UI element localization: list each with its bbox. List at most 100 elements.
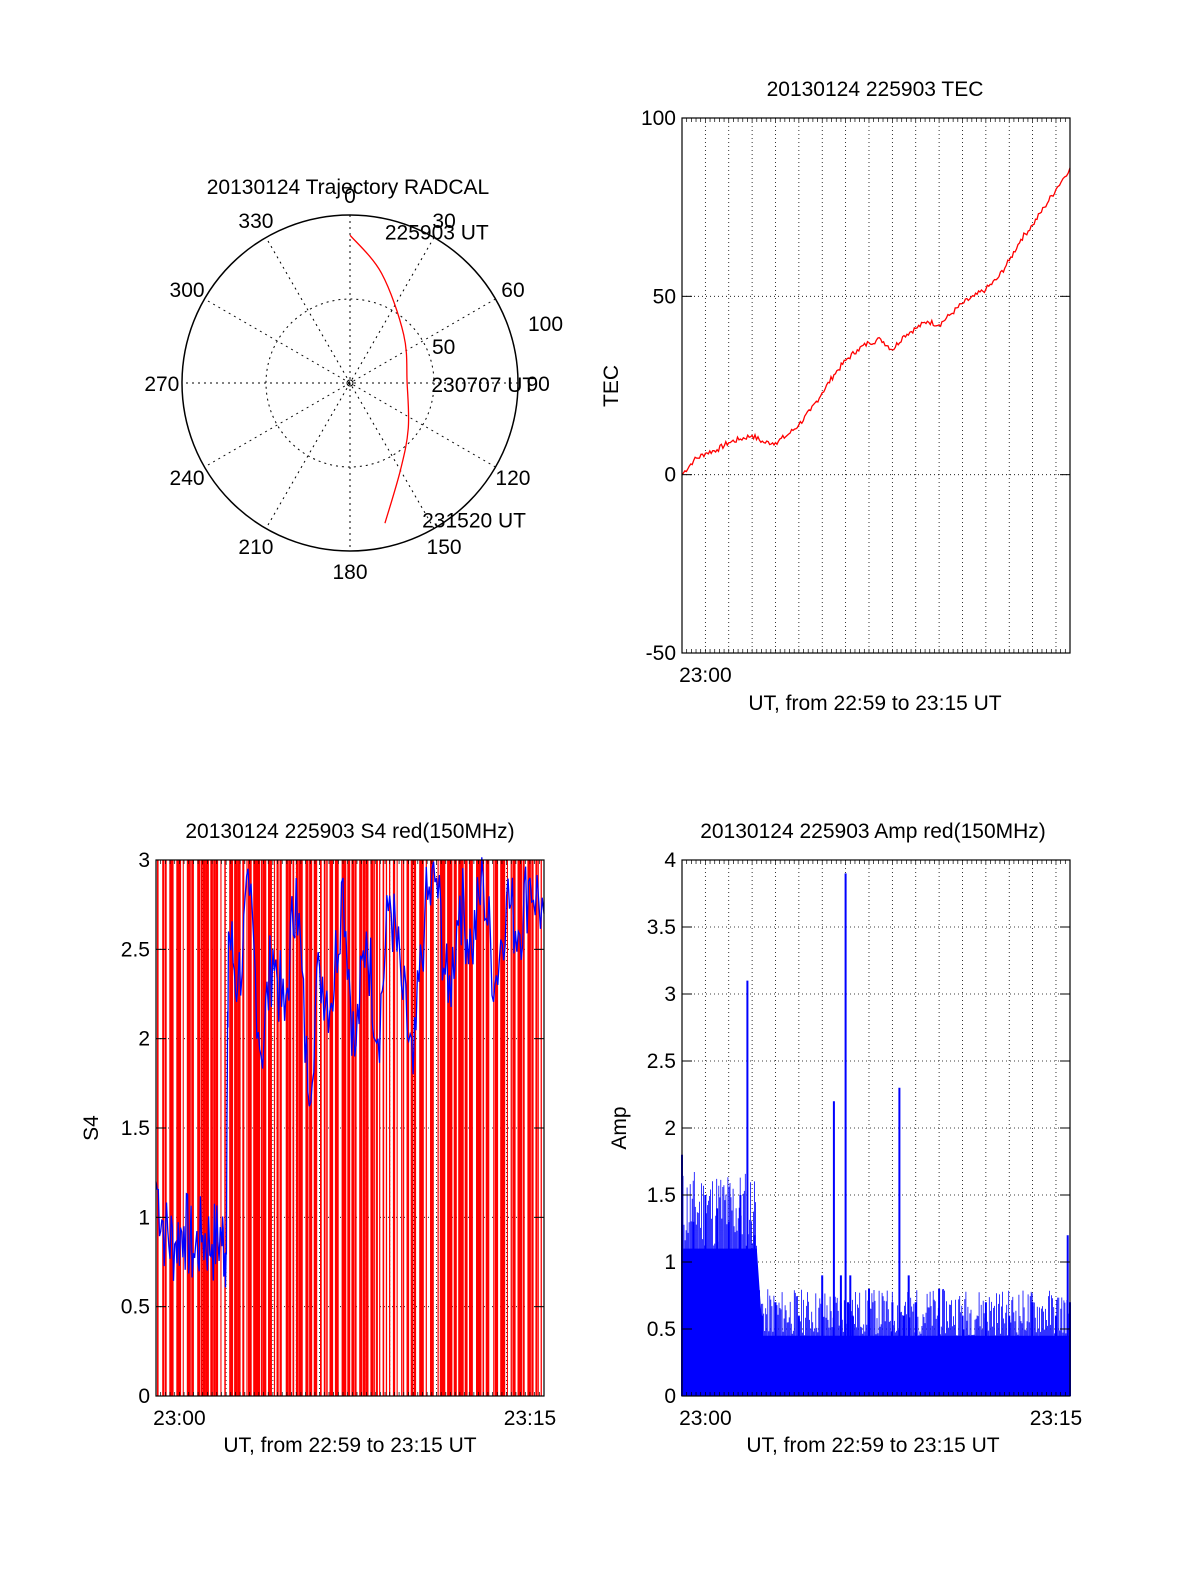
s4-red-spike bbox=[523, 860, 525, 1396]
s4-ytick-label: 0.5 bbox=[121, 1296, 150, 1319]
s4-red-spike bbox=[419, 860, 423, 1396]
trajectory-line bbox=[349, 234, 410, 524]
s4-red-spike bbox=[309, 860, 313, 1396]
amp-ytick-label: 0 bbox=[664, 1385, 676, 1408]
s4-red-spike bbox=[470, 860, 473, 1396]
s4-ytick-label: 1 bbox=[138, 1206, 150, 1229]
polar-angle-label: 180 bbox=[332, 561, 367, 584]
s4-red-spike bbox=[273, 860, 276, 1396]
s4-red-spike bbox=[402, 860, 405, 1396]
amp-xtick-label: 23:15 bbox=[1030, 1407, 1083, 1430]
s4-red-spike bbox=[382, 860, 385, 1396]
s4-red-spike bbox=[200, 860, 203, 1396]
s4-red-spike bbox=[197, 860, 201, 1396]
s4-red-spike bbox=[449, 860, 453, 1396]
s4-red-spike bbox=[453, 860, 457, 1396]
tec-ytick-label: 50 bbox=[653, 285, 676, 308]
s4-red-spike bbox=[401, 860, 403, 1396]
s4-red-spike bbox=[531, 860, 534, 1396]
s4-red-spike bbox=[224, 860, 226, 1396]
s4-xlabel: UT, from 22:59 to 23:15 UT bbox=[223, 1434, 476, 1457]
amp-ytick-label: 4 bbox=[664, 849, 676, 872]
s4-red-spike bbox=[216, 860, 219, 1396]
s4-red-spike bbox=[220, 860, 222, 1396]
polar-angle-label: 150 bbox=[427, 536, 462, 559]
trajectory-title: 20130124 Trajectory RADCAL bbox=[207, 176, 490, 199]
tec-title: 20130124 225903 TEC bbox=[767, 78, 984, 101]
s4-red-spike bbox=[300, 860, 303, 1396]
s4-red-spike bbox=[437, 860, 439, 1396]
s4-red-spike bbox=[186, 860, 190, 1396]
tec-ylabel: TEC bbox=[600, 365, 623, 407]
s4-red-spike bbox=[351, 860, 355, 1396]
s4-red-spike bbox=[370, 860, 374, 1396]
amp-ticks: 0 0.5 1 1.5 2 2.5 3 3.5 4 23:00 23:15 bbox=[647, 849, 1082, 1430]
s4-red-spike bbox=[261, 860, 263, 1396]
s4-red-spike bbox=[320, 860, 322, 1396]
tec-axes-box bbox=[681, 117, 1071, 654]
trajectory-time-label: 230707 UT bbox=[431, 374, 535, 397]
s4-ticks: 0 0.5 1 1.5 2 2.5 3 23:00 23:15 bbox=[121, 849, 556, 1430]
s4-red-spike bbox=[359, 860, 363, 1396]
trajectory-panel: 20130124 Trajectory RADCAL 0 30 60 90 120 150… bbox=[144, 176, 563, 584]
s4-red-spike bbox=[458, 860, 462, 1396]
s4-red-spike bbox=[406, 860, 410, 1396]
s4-red-spike bbox=[517, 860, 522, 1396]
polar-radial-label: 50 bbox=[432, 336, 455, 359]
s4-red-spike bbox=[305, 860, 309, 1396]
s4-red-spike bbox=[237, 860, 241, 1396]
polar-angle-label: 210 bbox=[238, 536, 273, 559]
polar-angle-label: 30 bbox=[432, 210, 455, 233]
s4-red-spike bbox=[477, 860, 482, 1396]
amp-ytick-label: 0.5 bbox=[647, 1318, 676, 1341]
tec-grid bbox=[682, 118, 1070, 653]
polar-angle-label: 90 bbox=[526, 373, 549, 396]
s4-ytick-label: 2 bbox=[138, 1028, 150, 1051]
s4-panel: 20130124 225903 S4 red(150MHz) S4 UT, fr… bbox=[80, 820, 556, 1457]
polar-angle-label: 120 bbox=[495, 467, 530, 490]
s4-red-spike bbox=[519, 860, 523, 1396]
s4-red-spike bbox=[210, 860, 213, 1396]
s4-red-spike bbox=[385, 860, 388, 1396]
s4-red-spike bbox=[247, 860, 252, 1396]
s4-red-spike bbox=[421, 860, 424, 1396]
s4-red-spike bbox=[425, 860, 427, 1396]
s4-title: 20130124 225903 S4 red(150MHz) bbox=[185, 820, 514, 843]
s4-red-spike bbox=[506, 860, 508, 1396]
s4-red-spike bbox=[375, 860, 378, 1396]
amp-panel: 20130124 225903 Amp red(150MHz) Amp UT, … bbox=[608, 820, 1082, 1457]
s4-ytick-label: 1.5 bbox=[121, 1117, 150, 1140]
s4-red-spike bbox=[460, 860, 464, 1396]
polar-angle-label: 60 bbox=[501, 279, 524, 302]
s4-red-spike bbox=[262, 860, 267, 1396]
s4-red-spike bbox=[269, 860, 272, 1396]
tec-ytick-label: -50 bbox=[646, 642, 676, 665]
s4-red-spike bbox=[365, 860, 369, 1396]
s4-red-spike bbox=[344, 860, 347, 1396]
amp-ylabel: Amp bbox=[608, 1106, 631, 1149]
s4-red-spike bbox=[229, 860, 233, 1396]
s4-red-spike bbox=[295, 860, 299, 1396]
s4-red-spike bbox=[178, 860, 182, 1396]
tec-series-line bbox=[681, 167, 1071, 476]
s4-red-spike bbox=[430, 860, 433, 1396]
amp-ytick-label: 2.5 bbox=[647, 1050, 676, 1073]
s4-red-spike bbox=[500, 860, 504, 1396]
polar-labels: 0 30 60 90 120 150 180 210 240 270 300 330 50 100 bbox=[144, 185, 563, 584]
trajectory-annotations: 225903 UT 230707 UT 231520 UT bbox=[385, 221, 536, 532]
tec-ytick-label: 100 bbox=[641, 107, 676, 130]
s4-red-spike bbox=[447, 860, 451, 1396]
s4-red-spike bbox=[213, 860, 216, 1396]
s4-red-spike bbox=[442, 860, 446, 1396]
s4-red-spike bbox=[288, 860, 292, 1396]
polar-center bbox=[346, 379, 354, 387]
s4-red-spike bbox=[502, 860, 506, 1396]
s4-red-spike bbox=[341, 860, 346, 1396]
s4-red-spike bbox=[242, 860, 245, 1396]
polar-angle-label: 0 bbox=[344, 185, 356, 208]
trajectory-time-label: 225903 UT bbox=[385, 221, 489, 244]
s4-red-spike bbox=[285, 860, 289, 1396]
s4-red-spike bbox=[276, 860, 279, 1396]
s4-red-spike bbox=[279, 860, 282, 1396]
